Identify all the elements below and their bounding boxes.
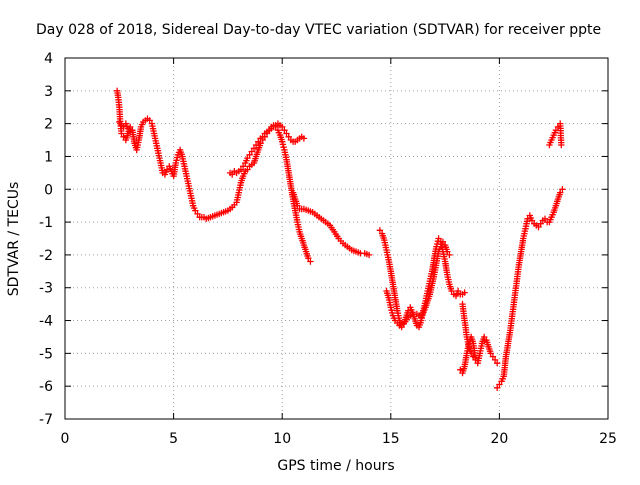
y-tick-label: -4 bbox=[39, 314, 53, 330]
data-point bbox=[535, 223, 542, 231]
series-sat-c bbox=[226, 120, 308, 178]
x-tick-label: 5 bbox=[169, 431, 178, 447]
data-point bbox=[435, 235, 442, 242]
data-point bbox=[448, 287, 455, 295]
y-tick-label: -7 bbox=[39, 412, 53, 428]
y-tick-label: -6 bbox=[39, 379, 53, 395]
data-point bbox=[494, 360, 501, 367]
x-tick-label: 20 bbox=[490, 431, 508, 447]
y-tick-label: 1 bbox=[44, 149, 53, 165]
y-tick-label: 4 bbox=[44, 51, 53, 67]
data-point bbox=[557, 189, 564, 196]
data-point bbox=[454, 287, 462, 295]
data-point bbox=[116, 118, 123, 126]
data-point bbox=[281, 127, 288, 134]
series-sat-g bbox=[457, 333, 501, 377]
data-point bbox=[118, 130, 125, 137]
series-sat-a bbox=[113, 87, 314, 265]
x-tick-label: 25 bbox=[599, 431, 617, 447]
data-point bbox=[470, 353, 477, 360]
x-tick-label: 15 bbox=[382, 431, 400, 447]
data-point bbox=[120, 123, 127, 131]
data-point bbox=[405, 307, 412, 314]
data-point bbox=[163, 166, 171, 173]
data-point bbox=[446, 251, 453, 259]
data-point bbox=[246, 151, 253, 158]
data-point bbox=[305, 255, 312, 262]
data-point bbox=[524, 215, 531, 222]
data-point bbox=[300, 135, 308, 142]
data-point bbox=[173, 157, 180, 164]
data-point bbox=[244, 166, 251, 173]
series-sat-h bbox=[459, 300, 477, 360]
data-point bbox=[239, 163, 247, 170]
data-point bbox=[192, 207, 199, 214]
chart-title: Day 028 of 2018, Sidereal Day-to-day VTE… bbox=[36, 22, 601, 38]
series-sat-e bbox=[376, 227, 468, 331]
data-point bbox=[491, 356, 499, 364]
series-sat-b bbox=[116, 118, 136, 135]
data-point bbox=[494, 384, 501, 391]
y-tick-label: 3 bbox=[44, 84, 53, 100]
data-point bbox=[244, 154, 251, 162]
plot-frame bbox=[64, 57, 609, 420]
data-point bbox=[439, 238, 447, 245]
data-point bbox=[279, 141, 287, 148]
data-point bbox=[294, 202, 301, 209]
data-point bbox=[229, 171, 236, 178]
data-point bbox=[457, 366, 464, 373]
data-point bbox=[250, 145, 258, 152]
data-point bbox=[279, 123, 286, 131]
data-point bbox=[559, 186, 566, 193]
data-point bbox=[259, 133, 266, 140]
y-tick-label: -5 bbox=[39, 346, 53, 362]
data-point bbox=[489, 353, 497, 360]
data-point bbox=[387, 304, 394, 311]
series-sat-d bbox=[289, 189, 373, 259]
data-point bbox=[237, 166, 245, 173]
y-tick-label: 2 bbox=[44, 117, 53, 133]
y-tick-label: -1 bbox=[39, 215, 53, 231]
x-axis-label: GPS time / hours bbox=[277, 458, 394, 474]
data-point bbox=[194, 210, 201, 218]
y-axis-label: SDTVAR / TECUs bbox=[6, 182, 22, 297]
data-point bbox=[444, 248, 451, 255]
data-point bbox=[255, 138, 262, 145]
series-sat-i bbox=[494, 186, 566, 391]
data-point bbox=[252, 141, 260, 149]
data-point bbox=[307, 258, 314, 265]
y-tick-label: 0 bbox=[44, 182, 53, 198]
data-point bbox=[129, 127, 136, 134]
y-tick-label: -3 bbox=[39, 281, 53, 297]
series-sat-f bbox=[383, 238, 453, 329]
data-point bbox=[376, 227, 384, 234]
data-point bbox=[283, 130, 290, 137]
series-sat-j bbox=[546, 120, 565, 149]
x-tick-label: 0 bbox=[61, 431, 70, 447]
data-point bbox=[248, 148, 255, 155]
data-point bbox=[461, 289, 468, 296]
data-marks bbox=[113, 87, 566, 391]
data-point bbox=[558, 141, 565, 149]
y-tick-label: -2 bbox=[39, 248, 53, 264]
data-point bbox=[365, 251, 373, 259]
x-tick-label: 10 bbox=[273, 431, 291, 447]
data-point bbox=[541, 215, 549, 222]
